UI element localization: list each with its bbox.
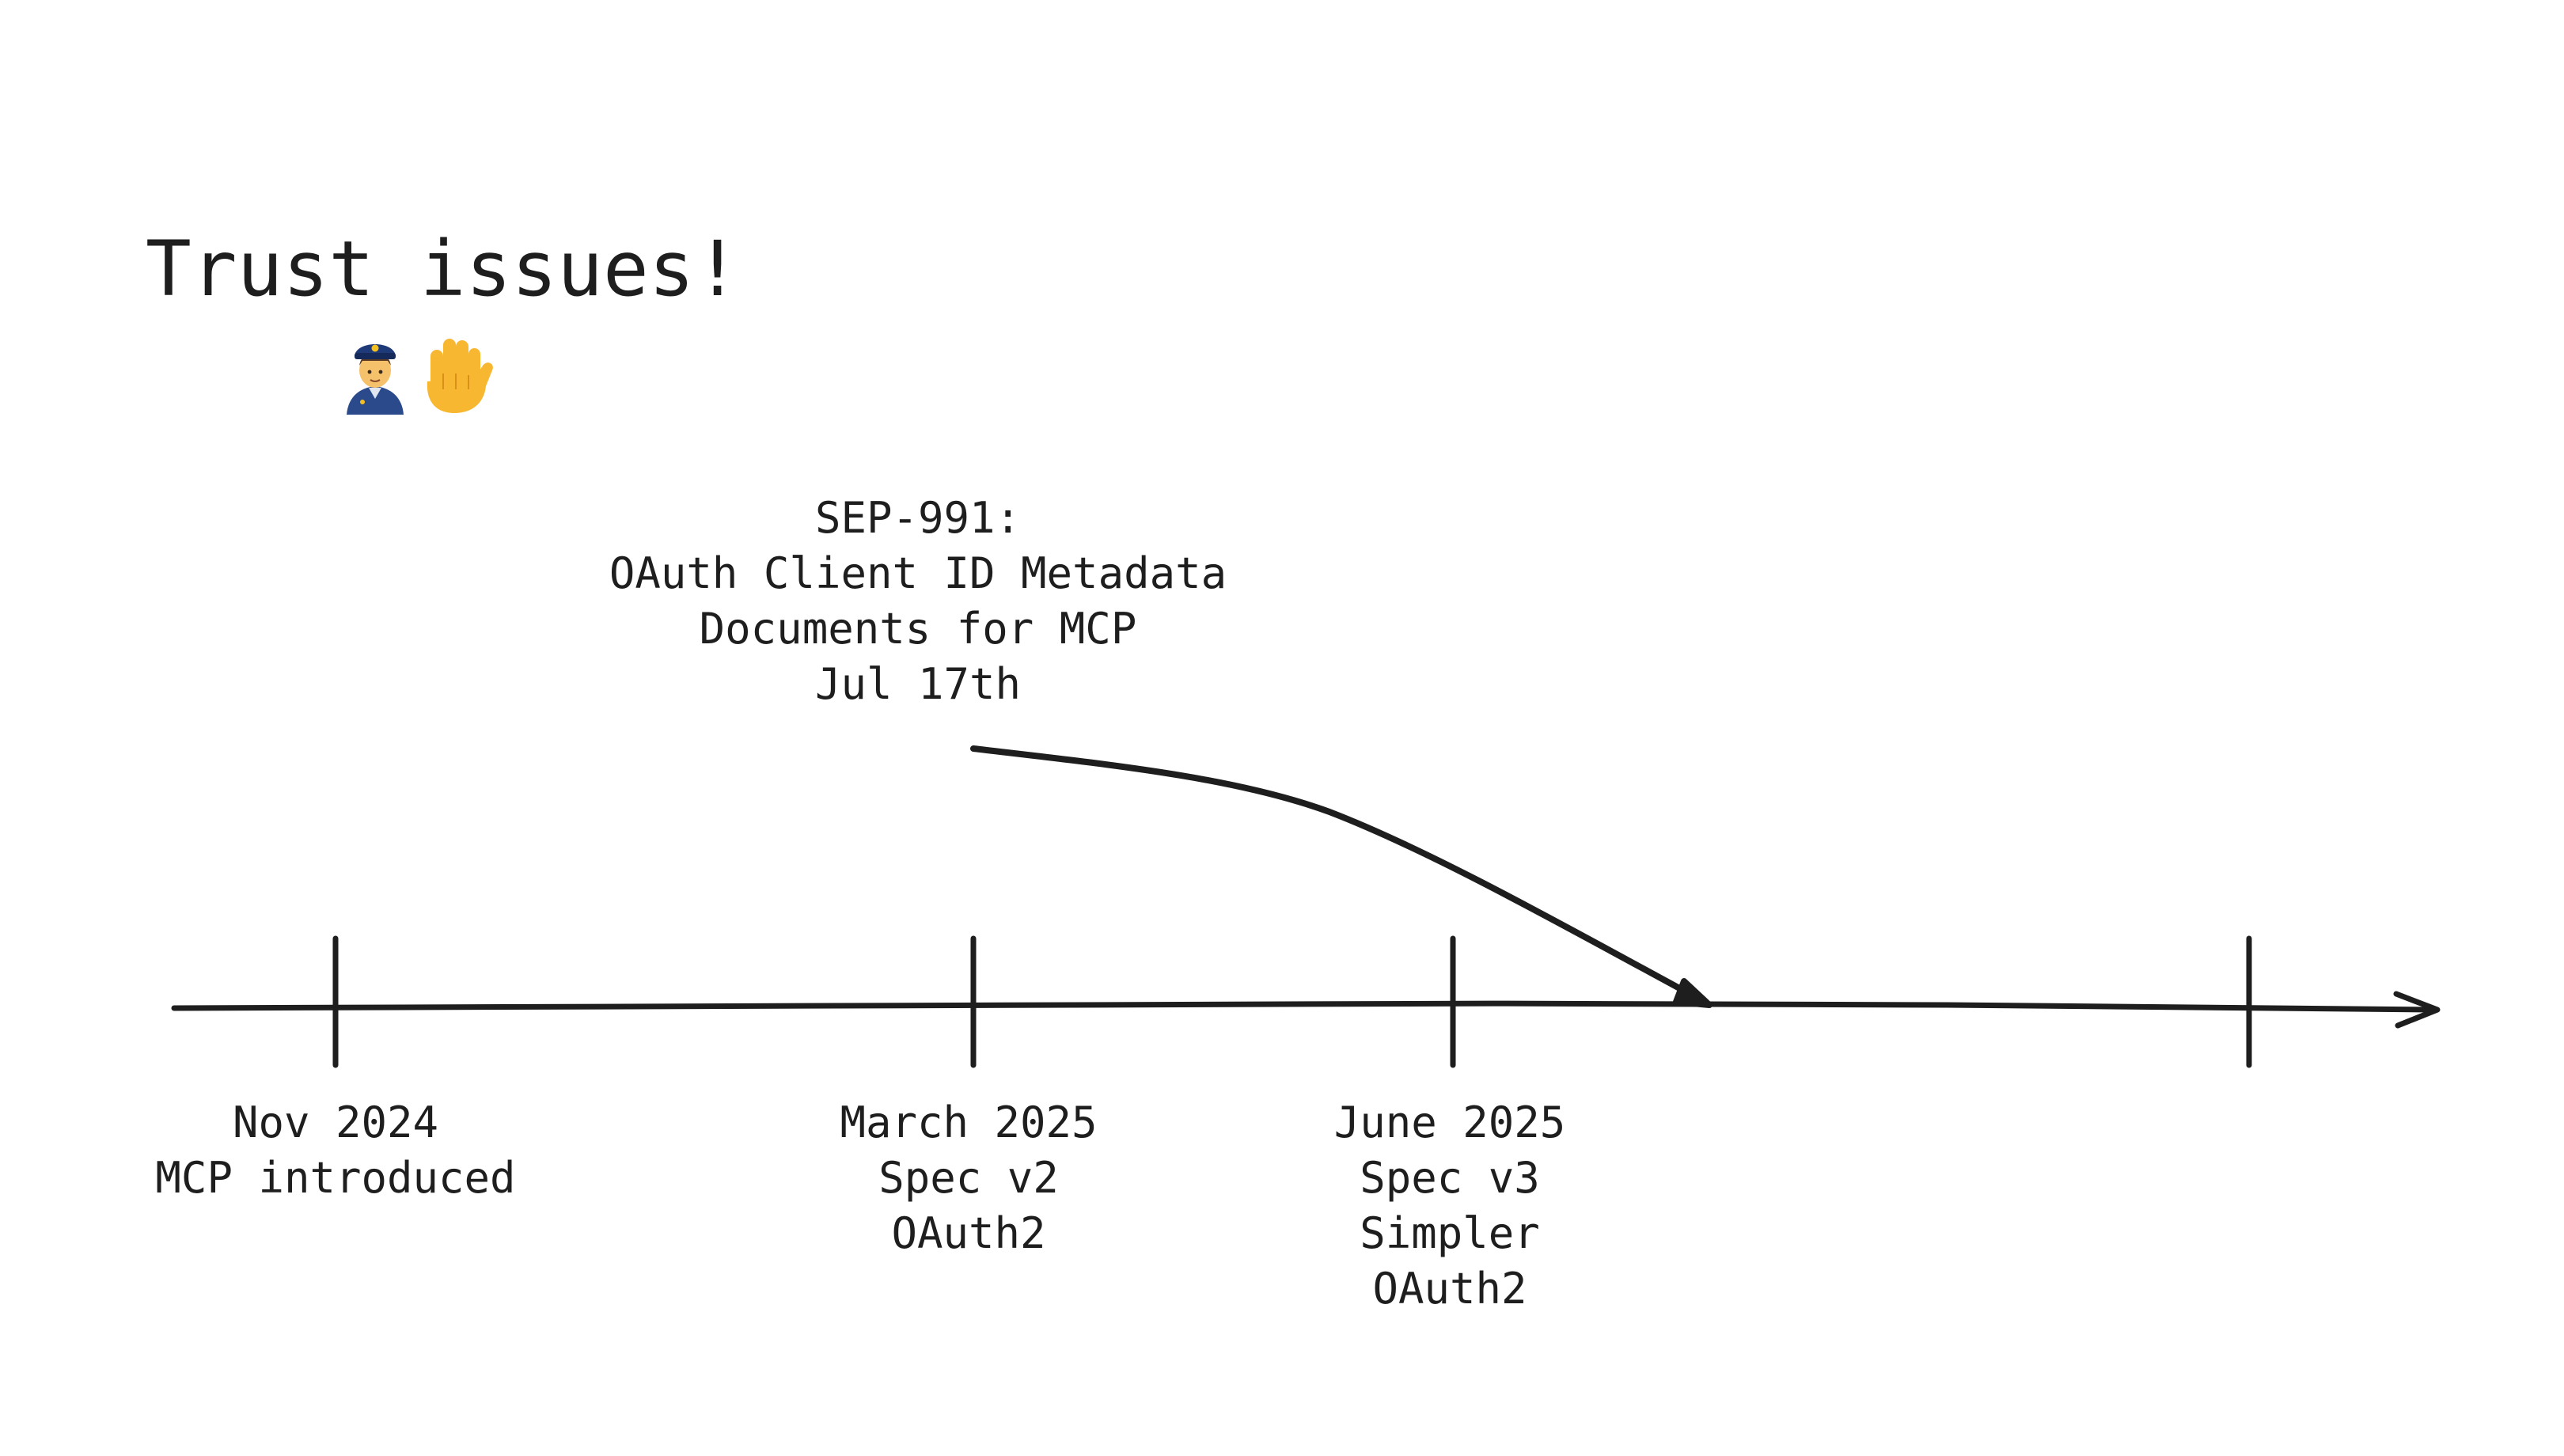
callout-line: SEP-991: (814, 493, 1022, 543)
callout-line: Documents for MCP (699, 604, 1137, 654)
milestone-march-2025: March 2025 Spec v2 OAuth2 (840, 1095, 1097, 1261)
milestone-note: Spec v3 (1360, 1153, 1540, 1203)
milestone-note: OAuth2 (891, 1208, 1046, 1258)
emoji-group (347, 339, 493, 415)
milestone-date: March 2025 (840, 1098, 1098, 1147)
milestone-note: Simpler (1360, 1208, 1540, 1258)
raised-hand-icon (427, 339, 493, 413)
callout-label: SEP-991: OAuth Client ID Metadata Docume… (609, 491, 1227, 712)
callout-line: Jul 17th (814, 659, 1022, 709)
milestone-nov-2024: Nov 2024 MCP introduced (155, 1095, 515, 1206)
milestone-june-2025: June 2025 Spec v3 Simpler OAuth2 (1334, 1095, 1566, 1317)
police-officer-icon (347, 344, 404, 415)
page-title: Trust issues! (146, 225, 741, 313)
milestone-note: OAuth2 (1372, 1264, 1527, 1314)
milestone-note: MCP introduced (155, 1153, 516, 1203)
timeline-arrowhead (2393, 991, 2441, 1029)
callout-line: OAuth Client ID Metadata (609, 548, 1227, 598)
callout-arrowhead (1673, 978, 1712, 1008)
milestone-date: Nov 2024 (232, 1098, 439, 1147)
callout-arrow (970, 745, 1705, 1003)
milestone-date: June 2025 (1333, 1098, 1566, 1147)
timeline-axis (171, 1000, 2439, 1013)
milestone-note: Spec v2 (878, 1153, 1059, 1203)
